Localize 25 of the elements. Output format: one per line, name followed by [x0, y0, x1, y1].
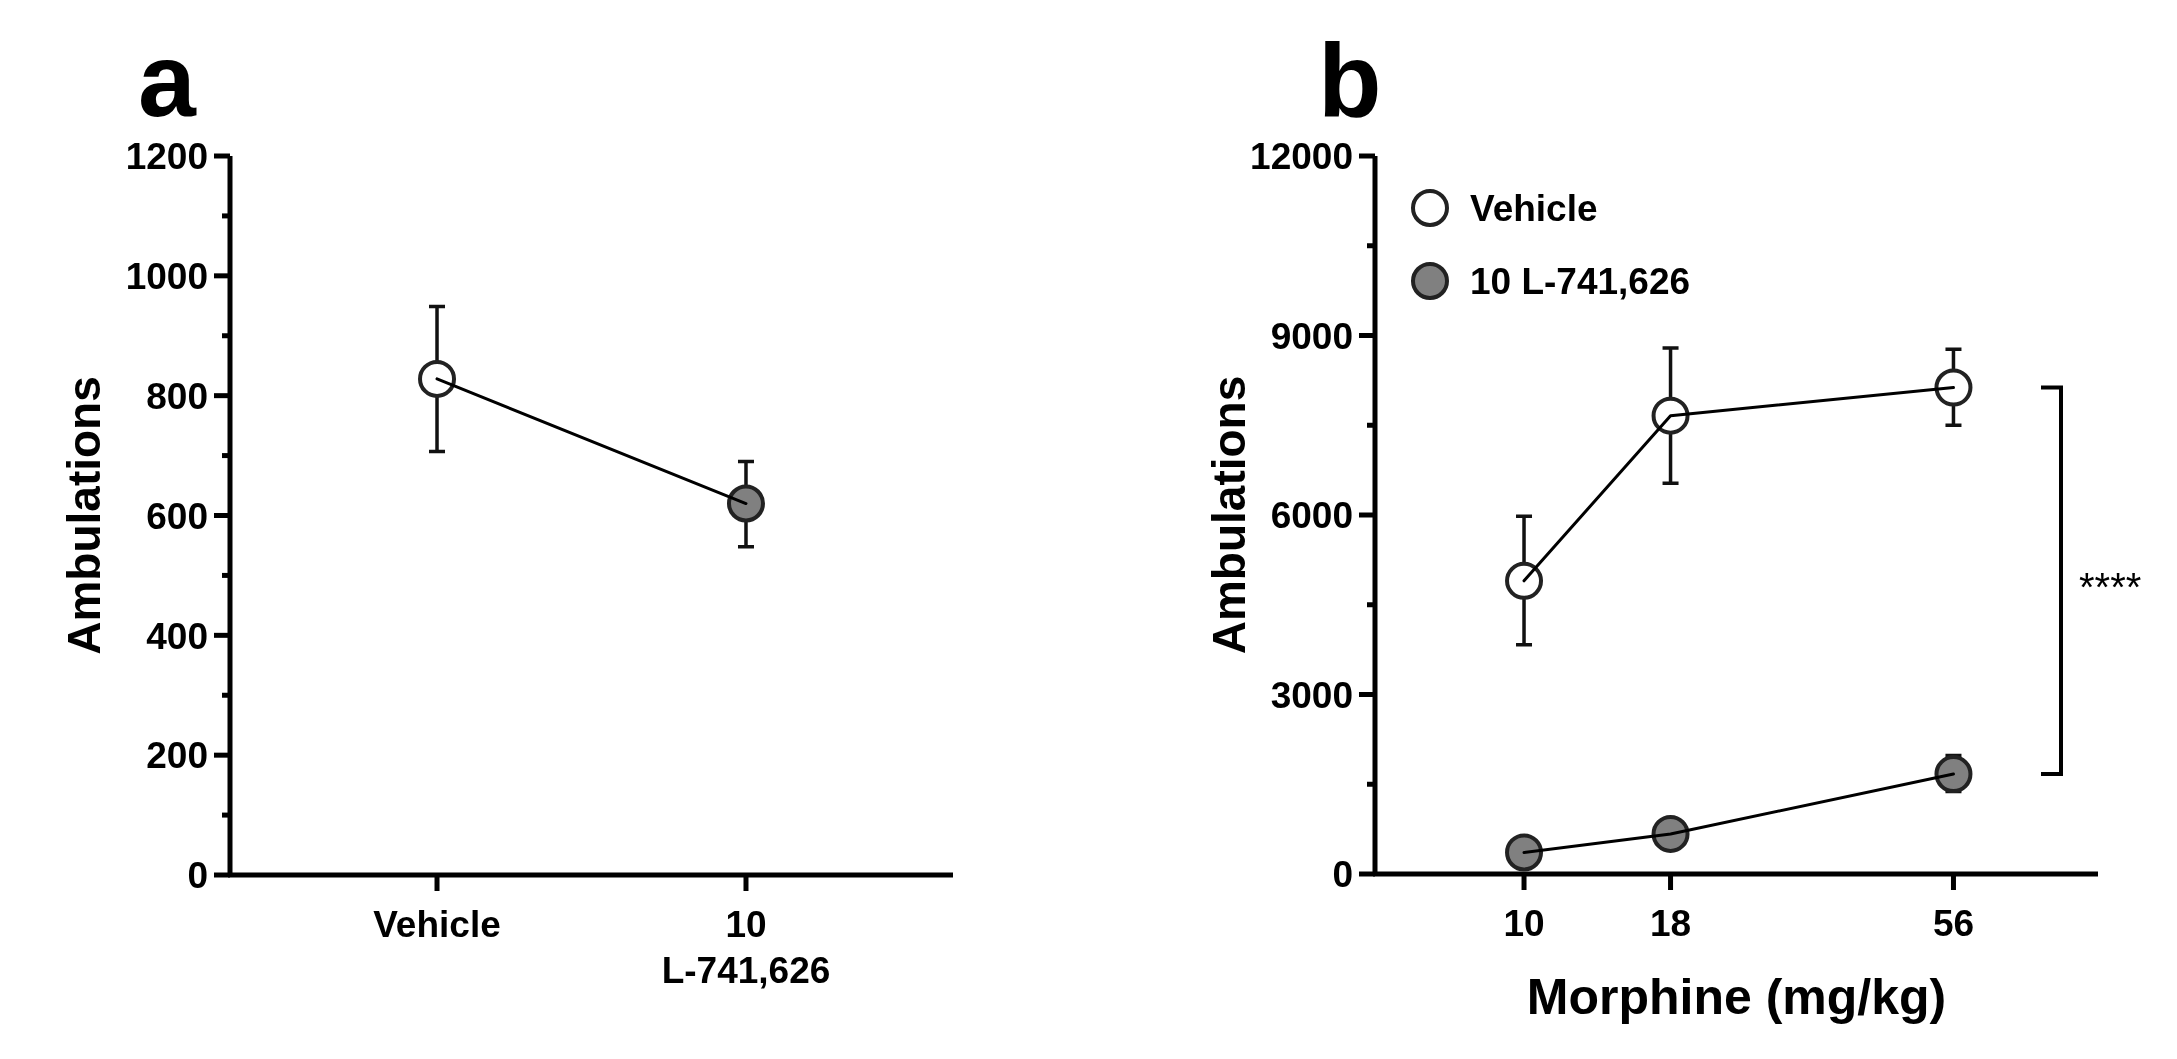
y-tick-label: 1200 [125, 136, 208, 178]
y-tick-label: 9000 [1270, 315, 1353, 357]
chart-title: b [1318, 22, 1382, 138]
y-tick-label: 400 [146, 615, 208, 657]
y-axis-title: Ambulations [58, 376, 110, 655]
annotation: **** [2079, 564, 2142, 609]
x-tick-label: 10 L-741,626 [661, 904, 831, 991]
x-tick-label: 10 [1503, 903, 1545, 944]
x-axis-title: Morphine (mg/kg) [1526, 969, 1947, 1025]
legend-label: Vehicle [1470, 188, 1598, 230]
y-tick-label: 800 [146, 375, 208, 417]
x-tick-label: 56 [1932, 903, 1975, 944]
y-tick-label: 0 [187, 855, 208, 897]
y-tick-label: 1000 [125, 256, 208, 298]
y-tick-label: 200 [146, 735, 208, 777]
chart-title: a [138, 22, 197, 138]
x-tick-label: Vehicle [373, 904, 501, 945]
y-tick-label: 600 [146, 495, 208, 537]
y-tick-label: 6000 [1270, 495, 1353, 537]
legend-label: 10 L-741,626 [1470, 261, 1691, 303]
x-tick-label: 18 [1649, 903, 1692, 944]
y-tick-label: 3000 [1270, 674, 1353, 716]
y-tick-label: 12000 [1250, 136, 1353, 178]
y-axis-title: Ambulations [1203, 375, 1255, 655]
y-tick-label: 0 [1332, 854, 1353, 896]
